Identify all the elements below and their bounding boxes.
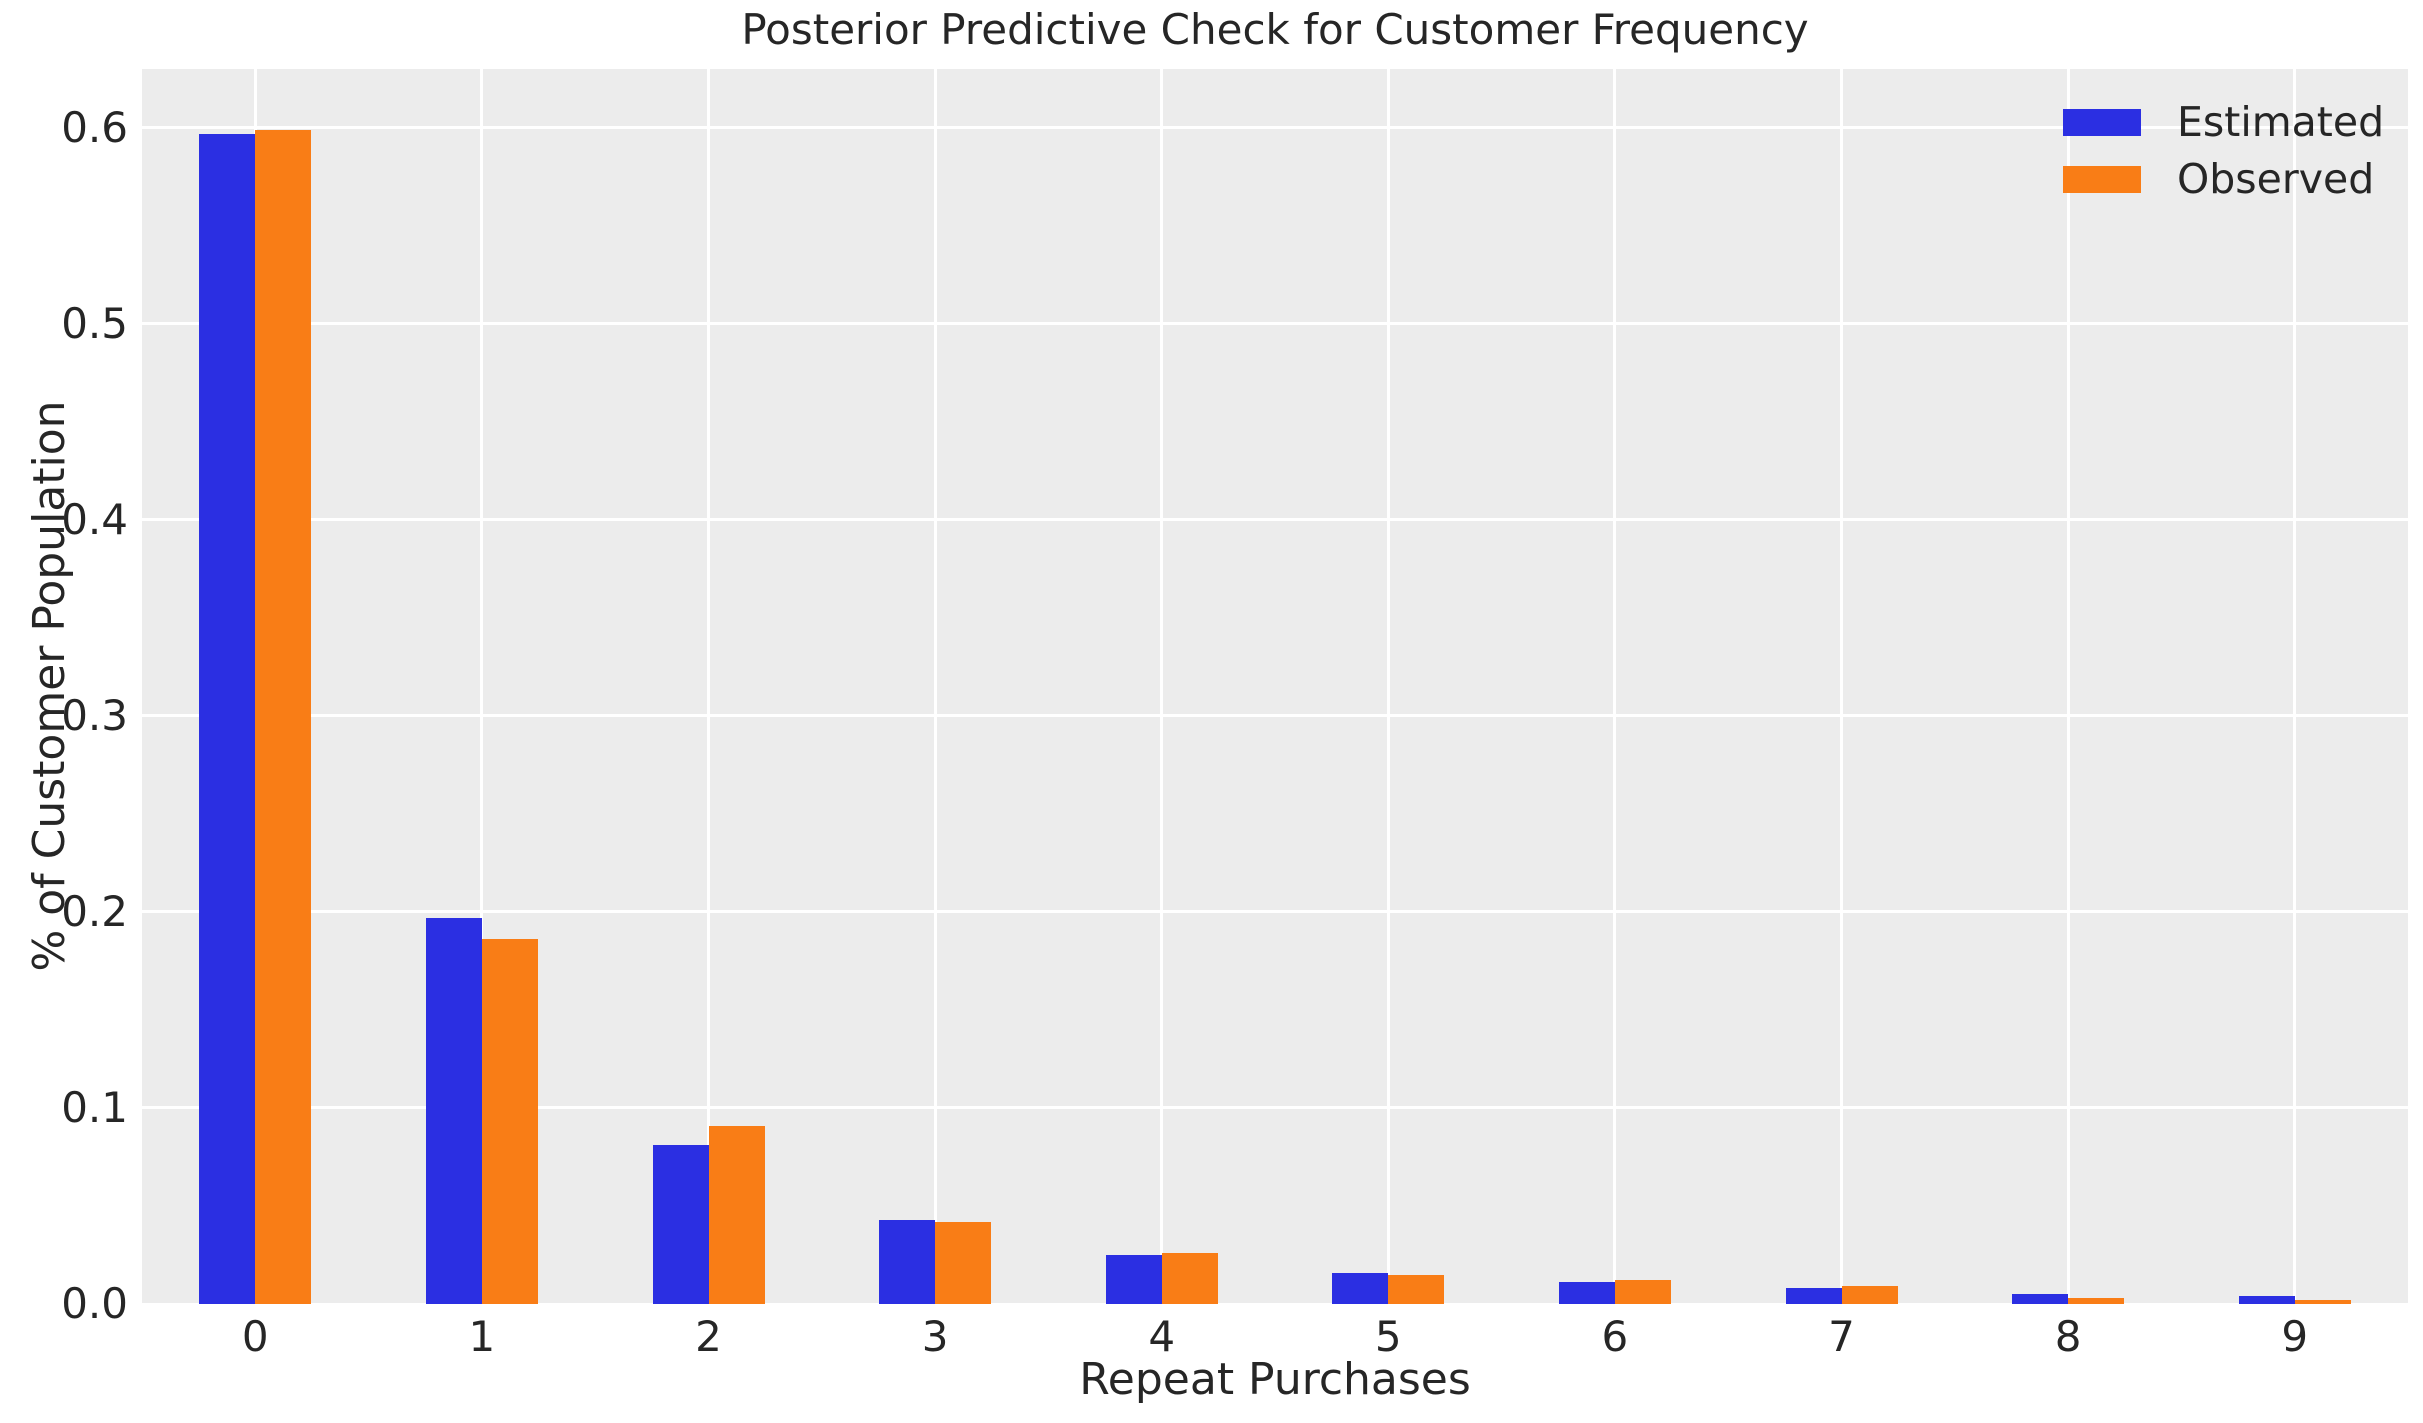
legend-label: Estimated xyxy=(2177,98,2385,146)
x-tick-label: 1 xyxy=(468,1312,496,1361)
bar-observed-3 xyxy=(935,1221,992,1304)
bar-estimated-6 xyxy=(1558,1282,1615,1304)
gridline-vertical xyxy=(1840,69,1843,1304)
bar-observed-6 xyxy=(1614,1280,1671,1304)
bar-estimated-5 xyxy=(1332,1272,1389,1304)
bar-observed-8 xyxy=(2068,1298,2125,1304)
y-axis-label: % of Customer Population xyxy=(24,400,75,972)
y-tick-label: 0.2 xyxy=(61,886,128,936)
gridline-vertical xyxy=(707,69,710,1304)
gridline-horizontal xyxy=(142,126,2408,130)
bar-observed-4 xyxy=(1161,1253,1218,1304)
gridline-vertical xyxy=(1613,69,1617,1304)
bar-observed-2 xyxy=(708,1125,765,1304)
legend-swatch-observed xyxy=(2063,166,2141,193)
y-tick-label: 0.5 xyxy=(61,298,128,348)
gridline-horizontal xyxy=(142,1302,2408,1306)
gridline-vertical xyxy=(2293,69,2297,1304)
bar-estimated-9 xyxy=(2238,1296,2295,1304)
bar-estimated-7 xyxy=(1785,1288,1842,1304)
legend-label: Observed xyxy=(2177,155,2375,203)
legend-swatch-estimated xyxy=(2063,109,2141,136)
x-tick-label: 3 xyxy=(921,1312,949,1361)
gridline-horizontal xyxy=(142,1106,2408,1110)
gridline-horizontal xyxy=(142,910,2408,914)
chart-title: Posterior Predictive Check for Customer … xyxy=(741,5,1809,54)
plot-area xyxy=(142,69,2408,1306)
gridline-horizontal xyxy=(142,518,2408,522)
bar-estimated-1 xyxy=(425,917,482,1304)
x-tick-label: 4 xyxy=(1148,1312,1176,1361)
x-tick-label: 6 xyxy=(1601,1312,1629,1361)
bar-estimated-0 xyxy=(199,133,256,1304)
bar-observed-1 xyxy=(481,939,538,1304)
gridline-horizontal xyxy=(142,714,2408,718)
bar-observed-0 xyxy=(255,129,312,1304)
x-tick-label: 2 xyxy=(695,1312,722,1361)
y-tick-label: 0.4 xyxy=(61,494,128,544)
bar-observed-5 xyxy=(1388,1274,1445,1304)
bar-estimated-2 xyxy=(652,1145,709,1304)
x-tick-label: 5 xyxy=(1374,1312,1402,1361)
gridline-vertical xyxy=(1160,69,1164,1304)
y-tick-label: 0.0 xyxy=(61,1279,128,1328)
x-axis-label: Repeat Purchases xyxy=(1079,1354,1471,1405)
y-tick-label: 0.3 xyxy=(61,690,128,740)
x-tick-label: 9 xyxy=(2281,1312,2309,1361)
bar-estimated-4 xyxy=(1105,1255,1162,1304)
legend-item-observed: Observed xyxy=(2063,151,2384,208)
y-tick-label: 0.1 xyxy=(61,1082,128,1132)
x-tick-label: 0 xyxy=(241,1312,269,1361)
x-tick-label: 8 xyxy=(2054,1312,2082,1361)
gridline-vertical xyxy=(480,69,484,1304)
bar-observed-9 xyxy=(2294,1300,2351,1304)
legend-item-estimated: Estimated xyxy=(2063,94,2384,151)
legend: Estimated Observed xyxy=(2063,94,2384,208)
gridline-vertical xyxy=(1386,69,1390,1304)
gridline-horizontal xyxy=(142,322,2408,326)
y-tick-label: 0.6 xyxy=(61,102,128,152)
gridline-vertical xyxy=(933,69,937,1304)
bar-estimated-8 xyxy=(2012,1294,2069,1304)
bar-observed-7 xyxy=(1841,1286,1898,1304)
bar-estimated-3 xyxy=(879,1219,936,1304)
gridline-vertical xyxy=(2066,69,2070,1304)
x-tick-label: 7 xyxy=(1828,1312,1855,1361)
